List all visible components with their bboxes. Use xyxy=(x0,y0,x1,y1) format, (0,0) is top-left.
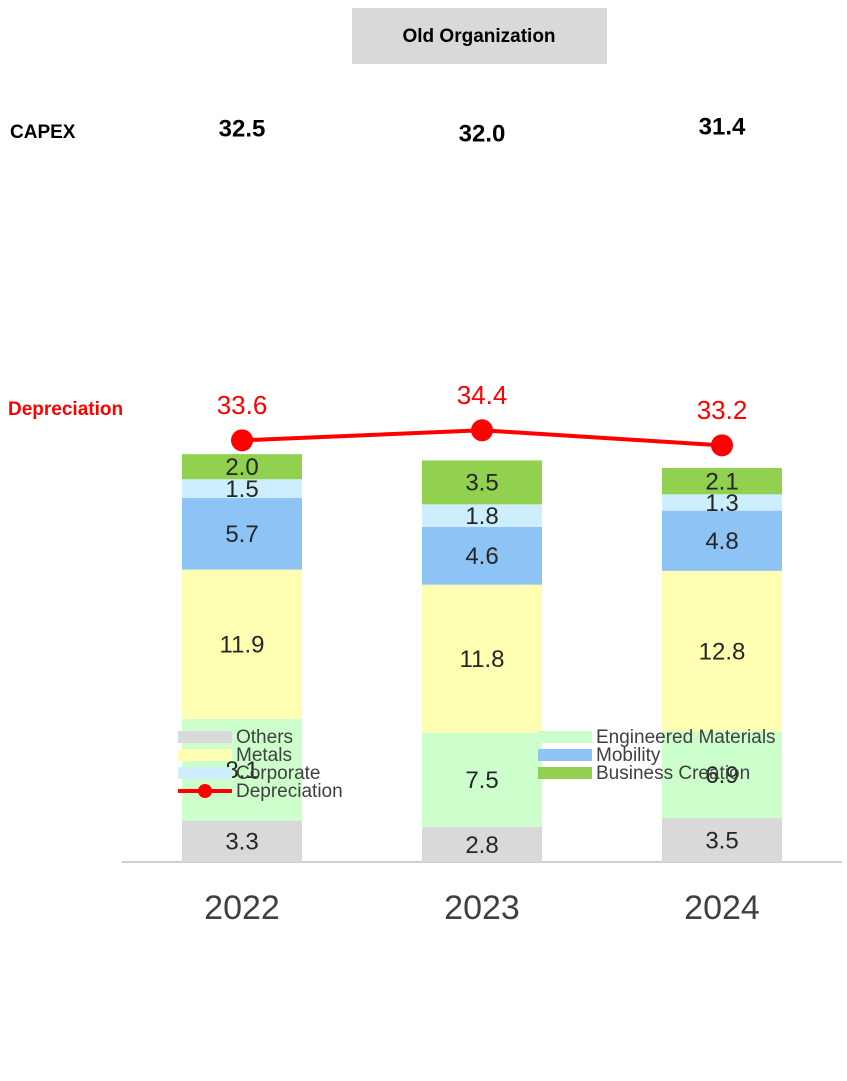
legend-label: Metals xyxy=(236,745,292,766)
data-label: 1.3 xyxy=(705,490,738,517)
legend-swatch xyxy=(178,731,232,743)
x-tick-label: 2022 xyxy=(204,889,280,927)
data-label: 1.5 xyxy=(225,476,258,503)
line-marker xyxy=(231,429,253,452)
legend-swatch xyxy=(538,767,592,779)
title-box xyxy=(352,8,607,64)
legend-label: Others xyxy=(236,727,293,748)
data-label: 12.8 xyxy=(699,639,746,666)
capex-value: 31.4 xyxy=(699,113,746,140)
line-data-label: 33.2 xyxy=(697,395,748,425)
bar-segment xyxy=(182,454,302,480)
bar-segment xyxy=(422,460,542,505)
capex-value: 32.0 xyxy=(459,120,506,147)
data-label: 2.8 xyxy=(465,832,498,859)
legend-label: Mobility xyxy=(596,745,661,766)
legend-label: Depreciation xyxy=(236,781,343,802)
data-label: 11.8 xyxy=(460,646,505,673)
data-label: 11.9 xyxy=(220,632,265,659)
bar-segment xyxy=(662,570,782,732)
line-label: Depreciation xyxy=(8,399,123,420)
chart-title: Old Organization xyxy=(402,26,555,47)
line-marker xyxy=(711,434,733,457)
data-label: 3.5 xyxy=(705,827,738,854)
bar-segment xyxy=(182,820,302,862)
data-label: 5.7 xyxy=(225,521,258,548)
data-label: 7.5 xyxy=(465,767,498,794)
legend-swatch xyxy=(538,731,592,743)
data-label: 4.6 xyxy=(465,543,498,570)
legend-swatch xyxy=(178,749,232,761)
data-label: 1.8 xyxy=(465,503,498,530)
data-label: 3.3 xyxy=(225,829,258,856)
bar-segment xyxy=(422,826,542,862)
legend-swatch xyxy=(178,767,232,779)
line-data-label: 33.6 xyxy=(217,390,268,420)
bar-segment xyxy=(662,818,782,862)
data-label: 3.5 xyxy=(465,470,498,497)
line-data-label: 34.4 xyxy=(457,380,508,410)
legend-marker xyxy=(198,784,212,798)
legend-label: Business Creation xyxy=(596,763,750,784)
legend-label: Engineered Materials xyxy=(596,727,776,748)
bar-segment xyxy=(662,494,782,511)
capex-value: 32.5 xyxy=(219,115,266,142)
bar-segment xyxy=(422,504,542,527)
bar-segment xyxy=(662,467,782,495)
bar-segment xyxy=(422,526,542,585)
data-label: 4.8 xyxy=(705,528,738,555)
bar-segment xyxy=(662,510,782,571)
x-tick-label: 2023 xyxy=(444,889,520,927)
bar-segment xyxy=(182,479,302,499)
data-label: 6.9 xyxy=(705,762,738,789)
line-marker xyxy=(471,419,493,442)
x-tick-label: 2024 xyxy=(684,889,760,927)
bar-segment xyxy=(422,584,542,733)
data-label: 2.1 xyxy=(705,468,738,495)
legend-swatch xyxy=(538,749,592,761)
capex-label: CAPEX xyxy=(10,122,76,143)
legend-label: Corporate xyxy=(236,763,321,784)
bar-segment xyxy=(182,498,302,570)
bar-segment xyxy=(662,731,782,819)
data-label: 2.0 xyxy=(225,454,258,481)
bar-segment xyxy=(182,569,302,719)
bar-segment xyxy=(422,732,542,827)
